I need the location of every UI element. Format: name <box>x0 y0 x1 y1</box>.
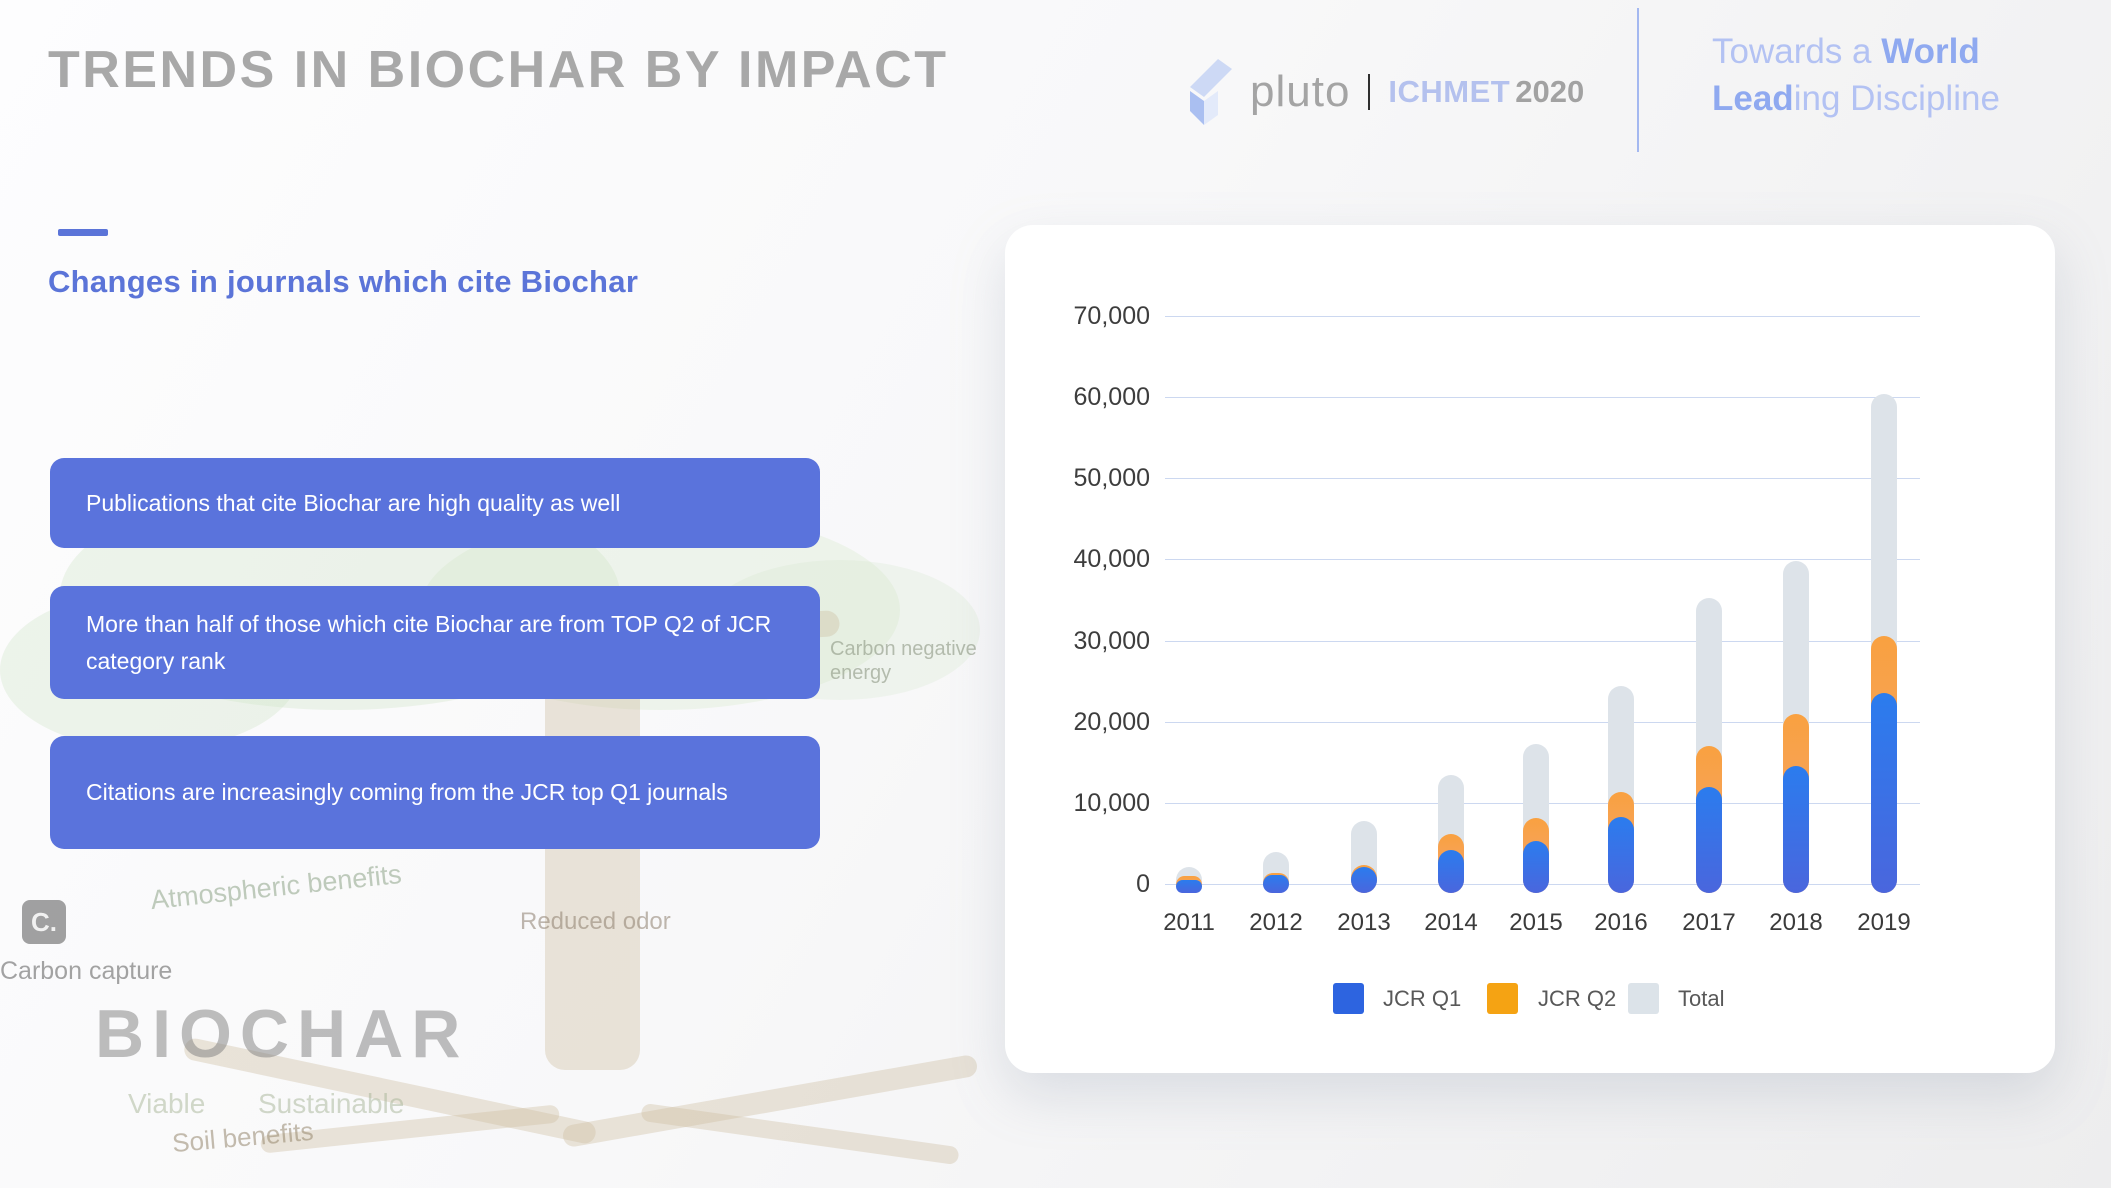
tree-root <box>561 1053 979 1149</box>
gridline <box>1165 559 1920 561</box>
legend-label-jcr-q2: JCR Q2 <box>1538 986 1617 1011</box>
tree-trunk <box>545 640 640 1070</box>
watermark-biochar-title: BIOCHAR <box>95 996 469 1072</box>
legend-swatch-jcr-q1 <box>1333 983 1364 1014</box>
x-axis-label: 2019 <box>1857 909 1911 936</box>
callout-top-q2: More than half of those which cite Bioch… <box>50 586 820 699</box>
tree-root <box>259 1104 561 1154</box>
watermark-label-sustainable: Sustainable <box>258 1088 405 1119</box>
ichmet-year: 2020 <box>1515 74 1585 109</box>
callout-text: More than half of those which cite Bioch… <box>86 610 772 674</box>
legend-label-jcr-q1: JCR Q1 <box>1383 986 1462 1011</box>
pluto-ichmet-logo: pluto ICHMET 2020 <box>1188 52 1584 132</box>
legend-swatch-jcr-q2 <box>1487 983 1518 1014</box>
gridline <box>1165 640 1920 642</box>
watermark-label-reduced-odor: Reduced odor <box>520 908 671 935</box>
watermark-label-atmospheric-benefits: Atmospheric benefits <box>149 858 403 916</box>
motto-line-2: Leading Discipline <box>1712 79 2000 118</box>
callout-text: Citations are increasingly coming from t… <box>86 779 728 805</box>
x-axis-label: 2016 <box>1594 909 1648 936</box>
y-axis-tick-label: 70,000 <box>1073 302 1150 330</box>
watermark-label-energy: energy <box>830 662 892 684</box>
gridline <box>1165 721 1920 723</box>
gridline <box>1165 478 1920 480</box>
accent-dash <box>58 229 108 236</box>
x-axis-label: 2017 <box>1682 909 1736 936</box>
bar-jcr-q1-2017 <box>1696 787 1722 893</box>
tree-root <box>640 1102 960 1166</box>
x-axis-label: 2015 <box>1509 909 1563 936</box>
bar-jcr-q1-2019 <box>1871 692 1897 893</box>
y-axis-tick-label: 20,000 <box>1073 707 1150 736</box>
header-vertical-divider <box>1637 8 1639 152</box>
legend-label-total: Total <box>1678 986 1725 1011</box>
x-axis-label: 2013 <box>1337 909 1391 936</box>
watermark-label-viable: Viable <box>128 1088 206 1119</box>
bar-jcr-q1-2013 <box>1351 866 1377 893</box>
bar-jcr-q1-2012 <box>1263 875 1289 893</box>
pluto-logo-icon <box>1190 59 1232 125</box>
motto-text: Towards a World Leading Discipline <box>1712 28 2000 122</box>
gridline <box>1165 316 1920 317</box>
y-axis-tick-label: 30,000 <box>1073 626 1150 655</box>
y-axis-tick-label: 10,000 <box>1073 788 1150 817</box>
x-axis-label: 2011 <box>1163 909 1215 936</box>
callout-top-q1: Citations are increasingly coming from t… <box>50 736 820 849</box>
carbon-capture-icon: C. <box>22 900 66 944</box>
y-axis-tick-label: 40,000 <box>1073 545 1150 574</box>
slide-title: TRENDS IN BIOCHAR BY IMPACT <box>48 41 949 99</box>
gridline <box>1165 397 1920 399</box>
watermark-label-carbon-negative: Carbon negative <box>830 638 977 660</box>
bar-jcr-q1-2015 <box>1523 840 1549 893</box>
legend-swatch-total <box>1628 983 1659 1014</box>
tree-root <box>182 1036 598 1146</box>
pluto-wordmark: pluto <box>1250 67 1351 116</box>
citations-bar-chart: 0 10,000 20,000 30,000 40,000 50,000 60,000 70,… <box>1005 225 2055 1073</box>
section-heading: Changes in journals which cite Biochar <box>48 264 639 299</box>
bar-jcr-q1-2011 <box>1176 879 1202 893</box>
motto-line-1: Towards a World <box>1712 32 1980 71</box>
y-axis-tick-label: 50,000 <box>1073 464 1150 493</box>
bar-jcr-q1-2016 <box>1608 817 1634 893</box>
callout-high-quality: Publications that cite Biochar are high … <box>50 458 820 548</box>
callout-text: Publications that cite Biochar are high … <box>86 489 621 516</box>
watermark-label-carbon-capture: Carbon capture <box>0 957 173 985</box>
x-axis-label: 2018 <box>1769 909 1823 936</box>
logo-separator-bar <box>1368 74 1371 110</box>
watermark-label-soil-benefits: Soil benefits <box>170 1115 315 1159</box>
x-axis-label: 2012 <box>1249 909 1303 936</box>
y-axis-tick-label: 60,000 <box>1073 383 1150 412</box>
x-axis-label: 2014 <box>1424 909 1478 936</box>
ichmet-wordmark: ICHMET <box>1388 74 1511 109</box>
bar-jcr-q1-2014 <box>1438 849 1464 893</box>
y-axis-tick-label: 0 <box>1136 870 1150 898</box>
bar-jcr-q1-2018 <box>1783 765 1809 893</box>
